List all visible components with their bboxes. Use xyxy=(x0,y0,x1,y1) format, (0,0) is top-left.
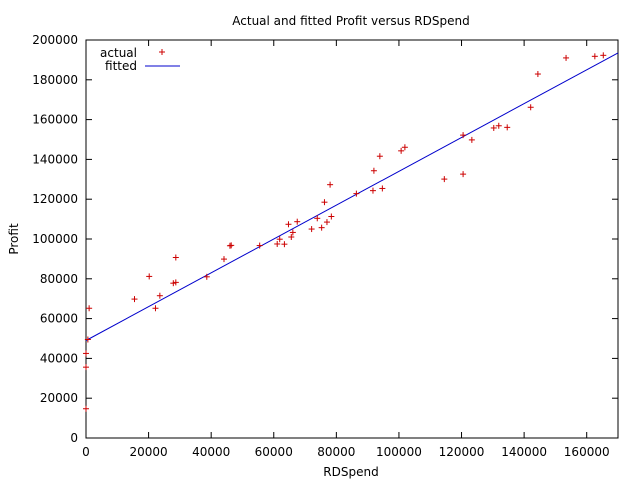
actual-point xyxy=(294,218,301,225)
plot-frame xyxy=(85,39,619,439)
actual-point xyxy=(504,124,511,131)
actual-point xyxy=(441,176,448,183)
actual-point xyxy=(323,219,330,226)
actual-point xyxy=(318,224,325,231)
actual-point xyxy=(369,187,376,194)
actual-point xyxy=(172,279,179,286)
actual-point xyxy=(370,167,377,174)
actual-point xyxy=(490,124,497,131)
actual-point xyxy=(327,181,334,188)
y-tick-label: 200000 xyxy=(32,33,78,47)
y-tick-label: 160000 xyxy=(32,113,78,127)
actual-point xyxy=(534,71,541,78)
y-axis-label: Profit xyxy=(7,223,21,255)
actual-point xyxy=(170,280,177,287)
x-tick-label: 40000 xyxy=(192,445,230,459)
y-axis: 0 20000 40000 60000 80000 100000 120000 140000 1… xyxy=(32,33,618,445)
actual-point xyxy=(281,241,288,248)
x-tick-label: 60000 xyxy=(255,445,293,459)
actual-point xyxy=(285,221,292,228)
actual-point xyxy=(600,52,607,59)
x-tick-label: 120000 xyxy=(439,445,485,459)
y-tick-label: 100000 xyxy=(32,232,78,246)
x-tick-label: 20000 xyxy=(129,445,167,459)
actual-point xyxy=(156,292,163,299)
actual-point xyxy=(203,273,210,280)
y-tick-label: 80000 xyxy=(40,272,78,286)
x-tick-label: 160000 xyxy=(564,445,610,459)
y-tick-label: 40000 xyxy=(40,351,78,365)
fitted-line xyxy=(85,52,619,341)
y-tick-label: 60000 xyxy=(40,312,78,326)
actual-point xyxy=(527,104,534,111)
legend-marker-actual xyxy=(159,49,165,55)
x-tick-label: 140000 xyxy=(501,445,547,459)
actual-point xyxy=(276,236,283,243)
actual-point xyxy=(314,215,321,222)
x-axis: 0 20000 40000 60000 80000 100000 120000 140000 1… xyxy=(82,40,610,459)
actual-point xyxy=(376,153,383,160)
y-tick-label: 0 xyxy=(70,431,78,445)
data-marks xyxy=(83,52,619,412)
actual-point xyxy=(591,53,598,60)
actual-point xyxy=(274,240,281,247)
actual-point xyxy=(228,242,235,249)
y-tick-label: 180000 xyxy=(32,73,78,87)
actual-point xyxy=(379,185,386,192)
actual-point xyxy=(83,405,89,412)
actual-point xyxy=(353,190,360,197)
legend-label-fitted: fitted xyxy=(105,59,137,73)
actual-point xyxy=(84,336,91,343)
actual-point xyxy=(308,226,315,233)
actual-point xyxy=(131,296,138,303)
actual-point xyxy=(398,147,405,154)
y-tick-label: 140000 xyxy=(32,152,78,166)
actual-point xyxy=(172,254,179,261)
actual-point xyxy=(460,132,467,139)
actual-point xyxy=(460,171,467,178)
legend: actual fitted xyxy=(100,46,180,73)
actual-point xyxy=(563,54,570,61)
actual-point xyxy=(321,199,328,206)
x-axis-label: RDSpend xyxy=(323,465,378,479)
chart-title: Actual and fitted Profit versus RDSpend xyxy=(232,14,469,28)
x-tick-label: 100000 xyxy=(376,445,422,459)
y-tick-label: 120000 xyxy=(32,192,78,206)
actual-point xyxy=(83,350,89,357)
legend-label-actual: actual xyxy=(100,46,137,60)
actual-point xyxy=(83,364,89,371)
actual-point xyxy=(152,305,159,312)
actual-point xyxy=(468,136,475,143)
actual-point xyxy=(221,256,228,263)
actual-point xyxy=(86,305,93,312)
actual-point xyxy=(256,242,263,249)
actual-point xyxy=(289,229,296,236)
actual-point xyxy=(328,213,335,220)
legend-plus xyxy=(159,49,165,55)
actual-point xyxy=(495,122,502,129)
x-tick-label: 0 xyxy=(82,445,90,459)
actual-point xyxy=(401,144,408,151)
y-tick-label: 20000 xyxy=(40,391,78,405)
actual-point xyxy=(146,273,153,280)
x-tick-label: 80000 xyxy=(317,445,355,459)
actual-point xyxy=(288,234,295,241)
